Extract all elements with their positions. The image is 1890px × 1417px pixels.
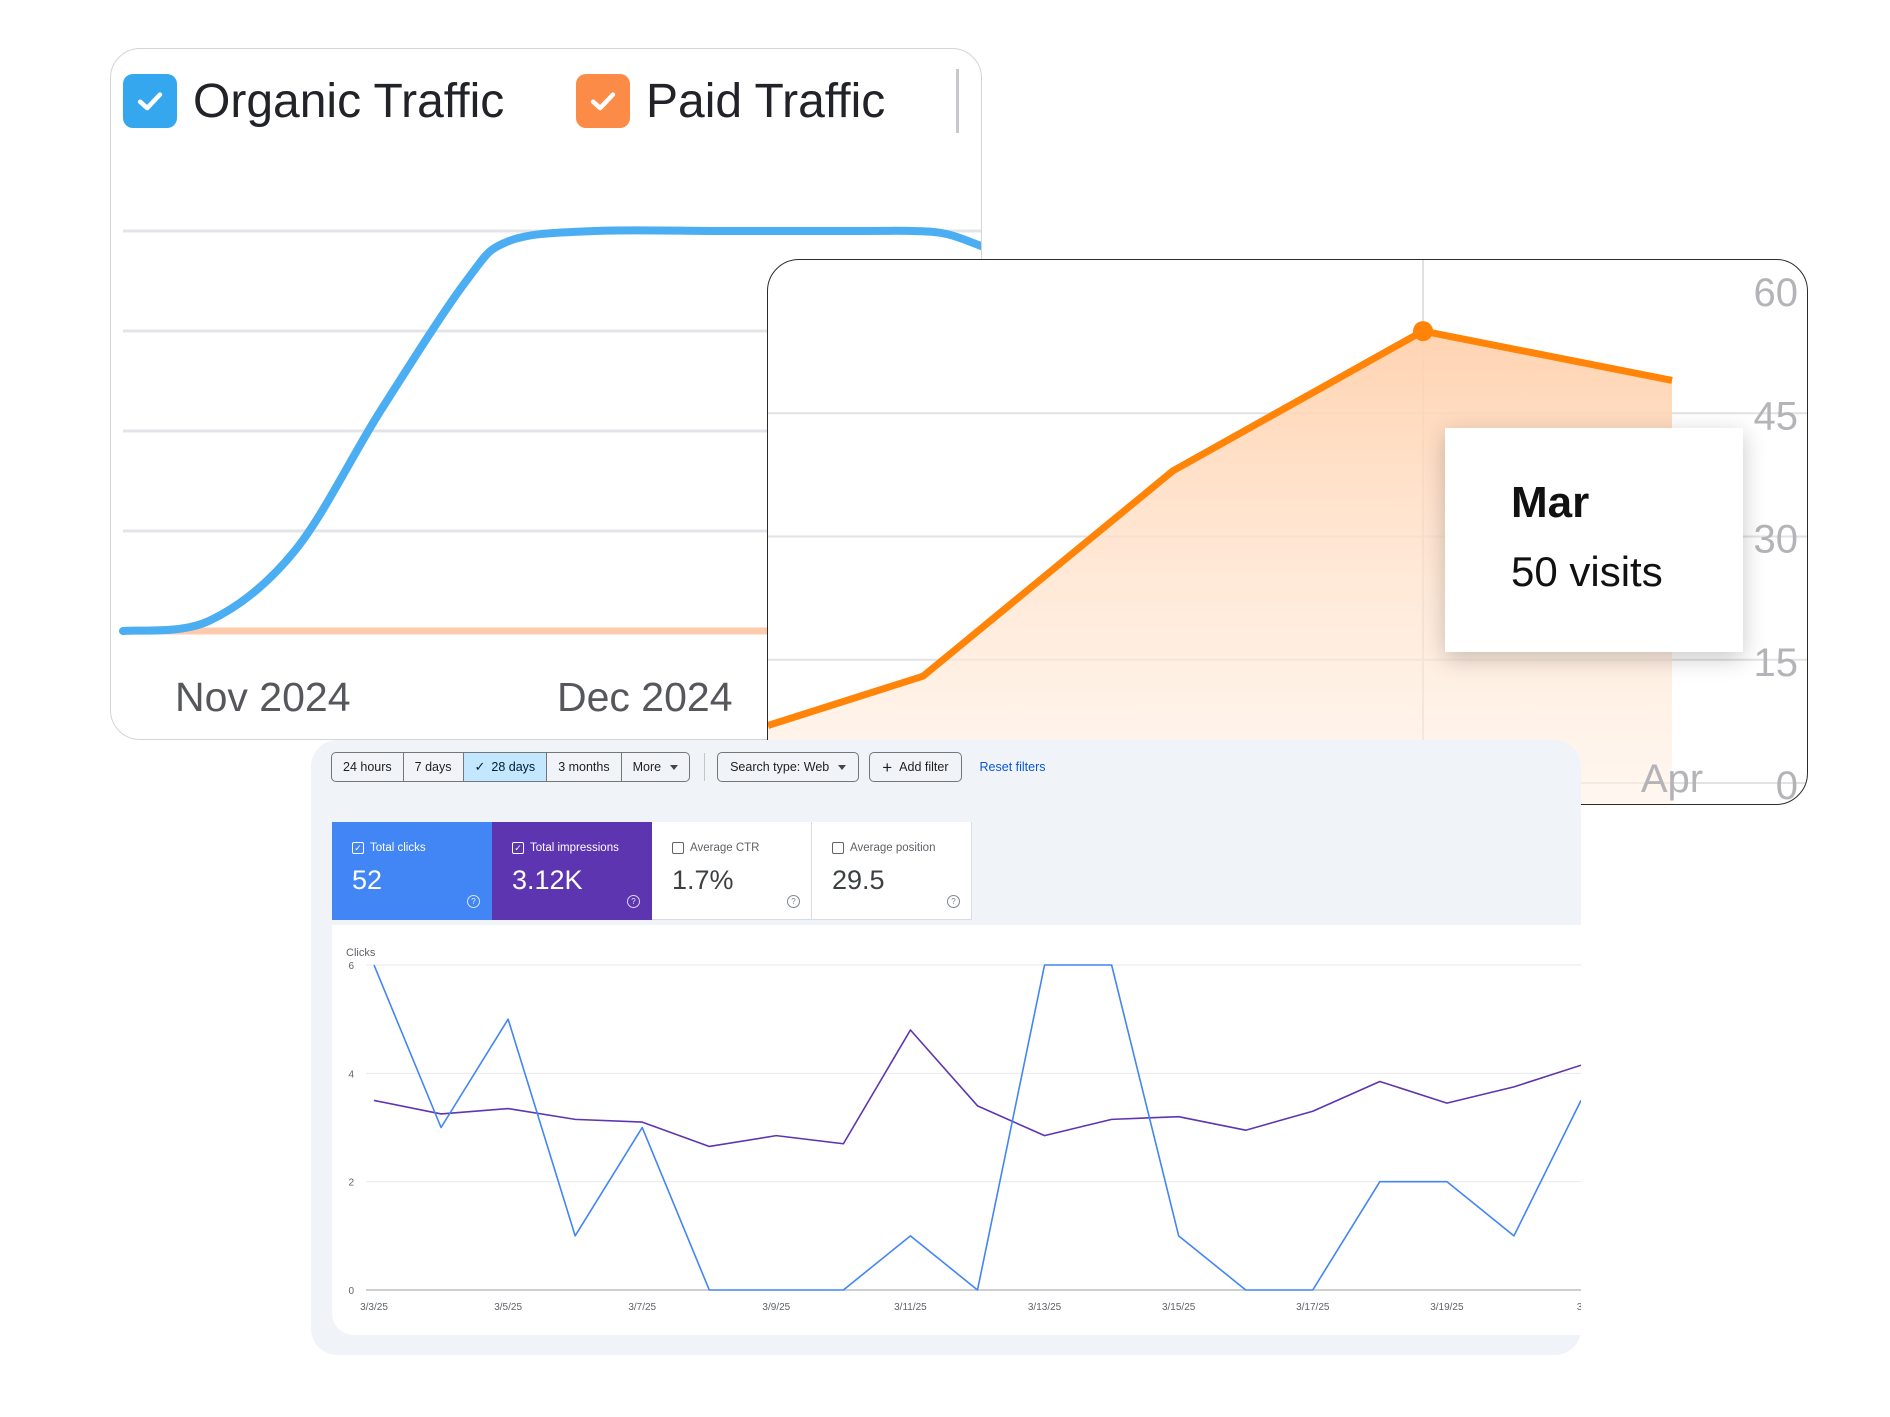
visits-chart-card: 0 15 30 45 60 Apr Mar 50 visits (767, 259, 1808, 805)
range-label: 7 days (414, 760, 452, 774)
clicks-line (373, 964, 1581, 1291)
y-tick-label: 4 (348, 1069, 354, 1080)
checkbox-checked-icon[interactable]: ✓ (512, 842, 524, 854)
x-tick-label: 3/19/25 (1430, 1302, 1464, 1313)
tooltip-value: 50 visits (1511, 548, 1663, 595)
x-tick-label: 3/15/25 (1162, 1302, 1196, 1313)
visits-line (768, 327, 1673, 729)
help-icon[interactable]: ? (627, 895, 640, 908)
checkbox-unchecked-icon[interactable] (672, 842, 684, 854)
metric-label-row: Average CTR (672, 842, 759, 854)
metric-label: Average CTR (690, 842, 760, 854)
range-label: 28 days (491, 760, 536, 774)
add-filter-button[interactable]: + Add filter (869, 752, 962, 782)
y-tick-label: 0 (1776, 764, 1798, 804)
metric-label-row: ✓ Total impressions (512, 842, 619, 854)
metric-value: 29.5 (832, 865, 885, 895)
x-tick-label: 3/5/25 (494, 1302, 522, 1313)
x-tick-label: 3/13/25 (1028, 1302, 1062, 1313)
y-tick-label: 6 (348, 961, 354, 972)
metric-label-row: Average position (832, 842, 935, 854)
range-more-dropdown[interactable]: More (622, 753, 689, 781)
range-28-days[interactable]: ✓ 28 days (463, 753, 548, 781)
x-tick-label: 3/3/25 (360, 1302, 388, 1313)
x-tick-label: 3/11/25 (894, 1302, 927, 1313)
range-24-hours[interactable]: 24 hours (332, 753, 404, 781)
range-7-days[interactable]: 7 days (404, 753, 464, 781)
metric-total-impressions[interactable]: ✓ Total impressions 3.12K ? (492, 822, 652, 920)
filter-toolbar: 24 hours 7 days ✓ 28 days 3 months More S… (331, 752, 1046, 782)
range-label: 3 months (558, 760, 610, 774)
impressions-line (373, 1029, 1581, 1148)
metric-label: Total impressions (530, 842, 619, 854)
legend-label-organic: Organic Traffic (193, 74, 505, 128)
range-label: More (632, 760, 662, 774)
performance-line-chart: Clicks 0 2 4 6 3/3/25 3/5/25 3/7/25 3/9/25 3/11/2… (346, 947, 1581, 1313)
date-range-selector: 24 hours 7 days ✓ 28 days 3 months More (331, 752, 691, 782)
help-icon[interactable]: ? (947, 895, 960, 908)
metric-average-ctr[interactable]: Average CTR 1.7% ? (652, 822, 812, 920)
organic-checkbox-icon[interactable] (123, 74, 177, 128)
legend-divider (956, 69, 959, 133)
checkbox-checked-icon[interactable]: ✓ (352, 842, 364, 854)
x-tick-label: Apr (1641, 757, 1703, 801)
x-tick-label: 3/17/25 (1296, 1302, 1330, 1313)
x-tick-label: 3/9/25 (762, 1302, 790, 1313)
tooltip-title: Mar (1511, 478, 1590, 527)
metric-label-row: ✓ Total clicks (352, 842, 426, 854)
y-tick-label: 2 (348, 1178, 354, 1189)
help-icon[interactable]: ? (467, 895, 480, 908)
search-type-dropdown[interactable]: Search type: Web (717, 752, 860, 782)
y-tick-label: 60 (1754, 271, 1799, 315)
x-tick-label: 3/ (1577, 1302, 1581, 1313)
caret-down-icon (670, 764, 679, 770)
performance-chart-panel: Clicks 0 2 4 6 3/3/25 3/5/25 3/7/25 3/9/25 3/11/2… (332, 925, 1581, 1335)
highlight-point (1413, 321, 1433, 342)
y-tick-label: 30 (1754, 518, 1799, 562)
plus-icon: + (882, 757, 893, 777)
toolbar-divider (704, 753, 706, 781)
range-3-months[interactable]: 3 months (547, 753, 622, 781)
legend-organic-traffic[interactable]: Organic Traffic (123, 71, 504, 131)
x-tick-label: Dec 2024 (557, 674, 733, 720)
x-tick-label: Nov 2024 (175, 674, 351, 720)
metric-label: Total clicks (370, 842, 426, 854)
organic-traffic-line (119, 226, 981, 635)
y-tick-label: 15 (1754, 641, 1799, 685)
y-tick-label: 45 (1754, 394, 1799, 438)
reset-filters-link[interactable]: Reset filters (979, 760, 1046, 774)
metric-value: 3.12K (512, 865, 583, 895)
x-tick-label: 3/7/25 (628, 1302, 656, 1313)
metric-label: Average position (850, 842, 936, 854)
caret-down-icon (838, 764, 847, 770)
metric-value: 52 (352, 865, 383, 895)
metric-value: 1.7% (672, 865, 734, 895)
metric-total-clicks[interactable]: ✓ Total clicks 52 ? (332, 822, 492, 920)
checkbox-unchecked-icon[interactable] (832, 842, 844, 854)
metric-tiles: ✓ Total clicks 52 ? ✓ Total impressions 3.… (332, 822, 972, 920)
paid-checkbox-icon[interactable] (576, 74, 630, 128)
add-filter-label: Add filter (899, 760, 949, 774)
search-type-label: Search type: Web (730, 760, 830, 774)
chart-tooltip: Mar 50 visits (1445, 428, 1743, 652)
legend-paid-traffic[interactable]: Paid Traffic (576, 71, 885, 131)
legend-label-paid: Paid Traffic (646, 74, 886, 128)
metric-average-position[interactable]: Average position 29.5 ? (812, 822, 972, 920)
help-icon[interactable]: ? (787, 895, 800, 908)
search-performance-card: 24 hours 7 days ✓ 28 days 3 months More S… (311, 740, 1581, 1355)
y-axis-title: Clicks (346, 947, 376, 959)
range-label: 24 hours (343, 760, 392, 774)
check-icon: ✓ (474, 759, 486, 774)
y-tick-label: 0 (348, 1286, 354, 1297)
